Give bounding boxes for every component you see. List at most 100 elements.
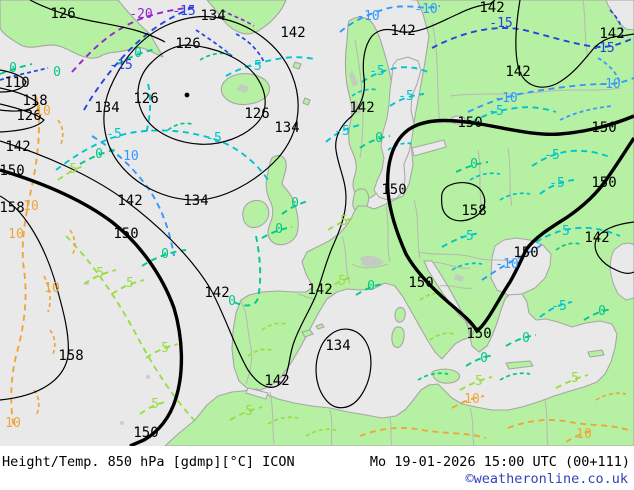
temp-line-minus10 [339,5,441,33]
height-contour-label: 142 [5,139,30,155]
temp-contour-label: 10 [8,227,24,242]
temp-contour-label: 0 [291,196,299,211]
temp-contour-label: -20 [129,7,152,22]
height-contour-label: 134 [200,8,225,24]
caption-parameter: Height/Temp. 850 hPa [gdmp][°C] ICON [2,454,295,470]
temp-contour-label: 0 [598,304,606,319]
temp-contour-label: -10 [494,91,517,106]
height-contour-label: 142 [280,25,305,41]
temp-contour-label: 0 [480,351,488,366]
temp-contour-label: -5 [549,176,565,191]
temp-contour-label: 5 [475,374,483,389]
temp-contour-label: 0 [134,46,142,61]
height-contour-label: 150 [457,115,482,131]
contour-142-ne [515,0,634,88]
height-contour-label: 126 [175,36,200,52]
temp-contour-label: 5 [69,162,77,177]
contour-134-low [103,15,299,201]
temp-contour-label: 5 [96,266,104,281]
height-contour-label: 134 [94,100,119,116]
height-contour-label: 142 [264,373,289,389]
height-contour-label: 158 [58,348,83,364]
height-contour-label: 158 [0,200,25,216]
height-contour-label: 142 [390,23,415,39]
temp-contour-label: 5 [161,341,169,356]
temp-contour-label: 0 [367,279,375,294]
temp-contour-label: -5 [398,89,414,104]
temp-contour-label: 0 [95,147,103,162]
height-contour-label: 126 [16,108,41,124]
height-contour-label: 142 [479,0,504,16]
border-layer [240,0,621,446]
contour-134-med [315,328,372,409]
height-contour-label: 142 [584,230,609,246]
height-contour-label: 134 [274,120,299,136]
height-contour-label: 150 [513,245,538,261]
temp-contour-label: -15 [591,41,614,56]
caption-bar: Height/Temp. 850 hPa [gdmp][°C] ICON Mo … [0,446,634,490]
height-contour-label: 126 [50,6,75,22]
temp-contour-label: -15 [172,4,195,19]
height-contour-label: 126 [133,91,158,107]
height-contour-label: 150 [133,425,158,441]
temp-contour-label: 5 [245,404,253,419]
contour-142-main [0,0,496,388]
height-contour-label: 134 [325,338,350,354]
height-contour-label: 142 [599,26,624,42]
temp-contour-label: -5 [458,229,474,244]
height-contour-label: 150 [591,175,616,191]
caption-datetime: Mo 19-01-2026 15:00 UTC (00+111) [369,454,630,470]
temp-contour-label: 0 [9,61,17,76]
low-center-marker [184,92,190,98]
height-contour-label: 142 [505,64,530,80]
contour-118 [0,87,39,112]
temp-contour-label: 10 [576,427,592,442]
temp-line-minus5 [55,129,269,181]
temp-contour-label: 10 [5,416,21,431]
temp-contour-label: 5 [126,276,134,291]
height-contour-label: 150 [113,226,138,242]
temp-contour-label: 0 [228,294,236,309]
temp-contour-label: -10 [597,77,620,92]
temp-contour-label: -5 [334,124,350,139]
temp-contour-label: -5 [206,131,222,146]
temp-contour-label: 5 [340,214,348,229]
height-contour-label: 142 [204,285,229,301]
temp-contour-label: -10 [115,149,138,164]
temp-contour-label: 0 [375,131,383,146]
temp-contour-label: -10 [414,2,437,17]
height-contour-label: 150 [0,163,25,179]
temp-line-minus20 [71,6,197,73]
temp-contour-label: 0 [470,157,478,172]
temp-contour-label: -5 [554,224,570,239]
temp-contour-label: -15 [109,58,132,73]
temp-contour-label: 5 [338,274,346,289]
height-contour-label: 150 [381,182,406,198]
height-contour-label: 142 [117,193,142,209]
temp-contour-label: 10 [35,104,51,119]
temp-contour-label: -5 [488,104,504,119]
temp-contour-label: 0 [522,331,530,346]
height-contour-label: 150 [408,275,433,291]
height-contour-label: 110 [4,75,29,91]
temp-contour-label: -15 [489,16,512,31]
temp-contour-label: 10 [464,392,480,407]
temp-line-minus15 [83,5,197,111]
height-contours [0,0,634,446]
temp-contour-label: 10 [23,199,39,214]
temp-contour-label: -5 [106,127,122,142]
height-contour-label: 118 [22,93,47,109]
height-contour-label: 126 [244,106,269,122]
contour-150-east [385,114,634,334]
temp-contour-label: -5 [544,148,560,163]
temp-contour-label: 0 [161,247,169,262]
sea-layer [85,0,634,430]
contour-126-low [137,44,266,145]
height-contour-label: 150 [466,326,491,342]
map-area: 126 134 142 126 110 118 126 126 134 126 134 142 150 1… [0,0,634,446]
land-layer [0,0,634,446]
watermark-text: ©weatheronline.co.uk [465,471,628,487]
